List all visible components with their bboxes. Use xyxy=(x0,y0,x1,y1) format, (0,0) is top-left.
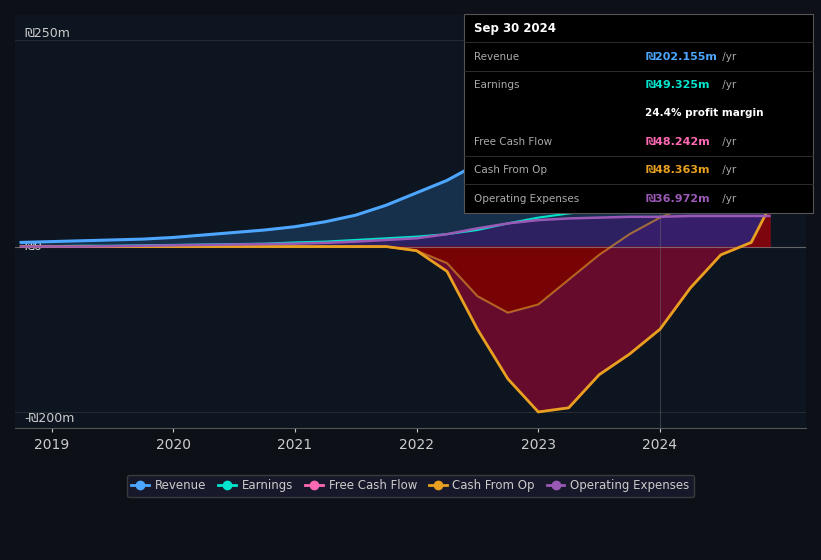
Text: Operating Expenses: Operating Expenses xyxy=(474,194,579,204)
Text: 24.4% profit margin: 24.4% profit margin xyxy=(645,109,764,118)
Text: ₪49.325m: ₪49.325m xyxy=(645,80,710,90)
Text: ₪202.155m: ₪202.155m xyxy=(645,52,718,62)
Text: Cash From Op: Cash From Op xyxy=(474,165,547,175)
Text: /yr: /yr xyxy=(719,52,736,62)
Text: ₪250m: ₪250m xyxy=(25,27,71,40)
Text: ₪36.972m: ₪36.972m xyxy=(645,194,710,204)
Text: ₪48.242m: ₪48.242m xyxy=(645,137,710,147)
Text: Free Cash Flow: Free Cash Flow xyxy=(474,137,552,147)
Legend: Revenue, Earnings, Free Cash Flow, Cash From Op, Operating Expenses: Revenue, Earnings, Free Cash Flow, Cash … xyxy=(126,474,695,497)
Text: /yr: /yr xyxy=(719,165,736,175)
Text: Earnings: Earnings xyxy=(474,80,519,90)
Text: /yr: /yr xyxy=(719,194,736,204)
Text: ₪0: ₪0 xyxy=(25,240,43,253)
Text: ₪48.363m: ₪48.363m xyxy=(645,165,710,175)
Text: /yr: /yr xyxy=(719,80,736,90)
Text: -₪200m: -₪200m xyxy=(25,412,75,425)
Text: /yr: /yr xyxy=(719,137,736,147)
Text: Sep 30 2024: Sep 30 2024 xyxy=(474,22,556,35)
Text: Revenue: Revenue xyxy=(474,52,519,62)
